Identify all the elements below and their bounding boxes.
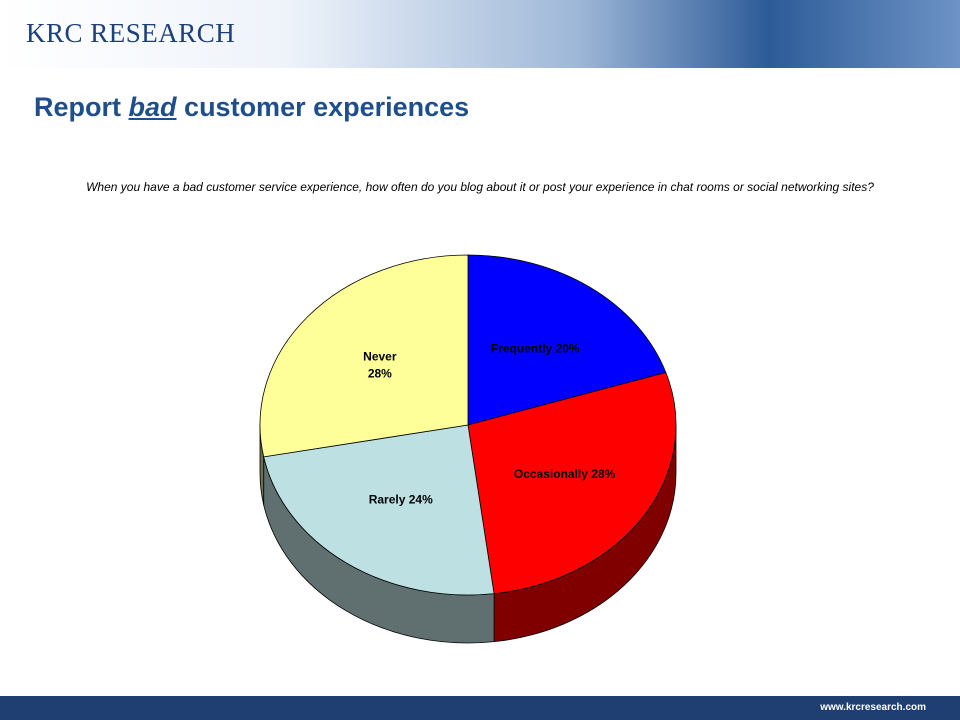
slice-label: Frequently 20% xyxy=(491,342,580,356)
category-label: Never xyxy=(363,350,397,364)
banner: KRC RESEARCH xyxy=(0,0,960,68)
slice-label: Never 28% xyxy=(363,350,397,381)
question: When you have a bad customer service exp… xyxy=(86,180,874,194)
slice-label: Occasionally 28% xyxy=(514,467,616,481)
category-label: Occasionally xyxy=(514,467,588,481)
footer: www.krcresearch.com xyxy=(0,696,960,720)
title-part: customer experiences xyxy=(184,92,470,122)
title-part: Report xyxy=(34,92,121,122)
slice-label: Rarely 24% xyxy=(369,493,433,507)
category-label: Frequently xyxy=(491,342,553,356)
category-label: Rarely xyxy=(369,493,406,507)
value-label: 24% xyxy=(409,493,433,507)
title-emphasis: bad xyxy=(128,92,177,122)
value-label: 20% xyxy=(556,342,580,356)
slide-title: Report bad customer experiences xyxy=(34,92,469,123)
slice xyxy=(259,254,469,458)
pie-chart: Frequently 20% Occasionally 28% Rarely 24%… xyxy=(259,254,677,644)
value-label: 28% xyxy=(591,467,615,481)
slice xyxy=(467,254,667,426)
brand: KRC RESEARCH xyxy=(26,18,236,48)
slice xyxy=(263,424,495,596)
slice xyxy=(467,371,677,595)
footer-url: www.krcresearch.com xyxy=(820,702,926,713)
value-label: 28% xyxy=(368,367,392,381)
